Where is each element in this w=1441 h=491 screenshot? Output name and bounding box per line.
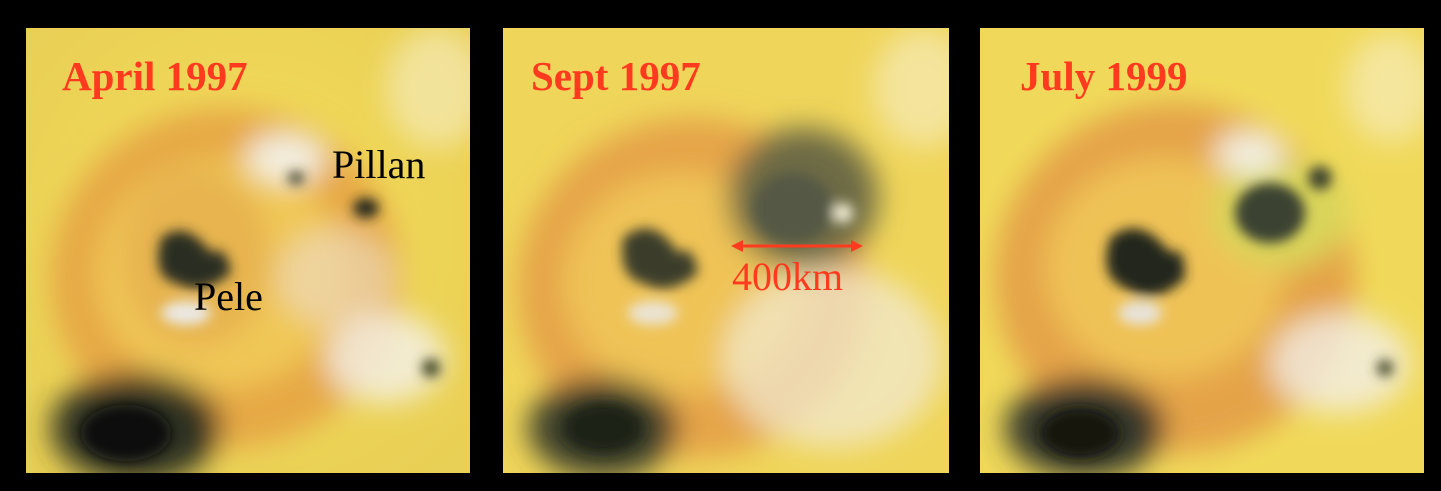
date-label: April 1997	[62, 53, 248, 99]
io-surface-image	[503, 28, 949, 473]
scale-label: 400km	[732, 254, 844, 299]
panel-july-1999: July 1999	[980, 28, 1424, 473]
io-surface-image	[980, 28, 1424, 473]
panel-sept-1997: Sept 1997 400km	[503, 28, 949, 473]
date-label: July 1999	[1020, 53, 1188, 99]
scale-bar	[731, 240, 863, 252]
date-label: Sept 1997	[531, 53, 701, 99]
pele-label: Pele	[194, 274, 263, 319]
pillan-label: Pillan	[332, 142, 426, 187]
io-surface-image	[26, 28, 470, 473]
panel-april-1997: April 1997 Pillan Pele	[26, 28, 470, 473]
